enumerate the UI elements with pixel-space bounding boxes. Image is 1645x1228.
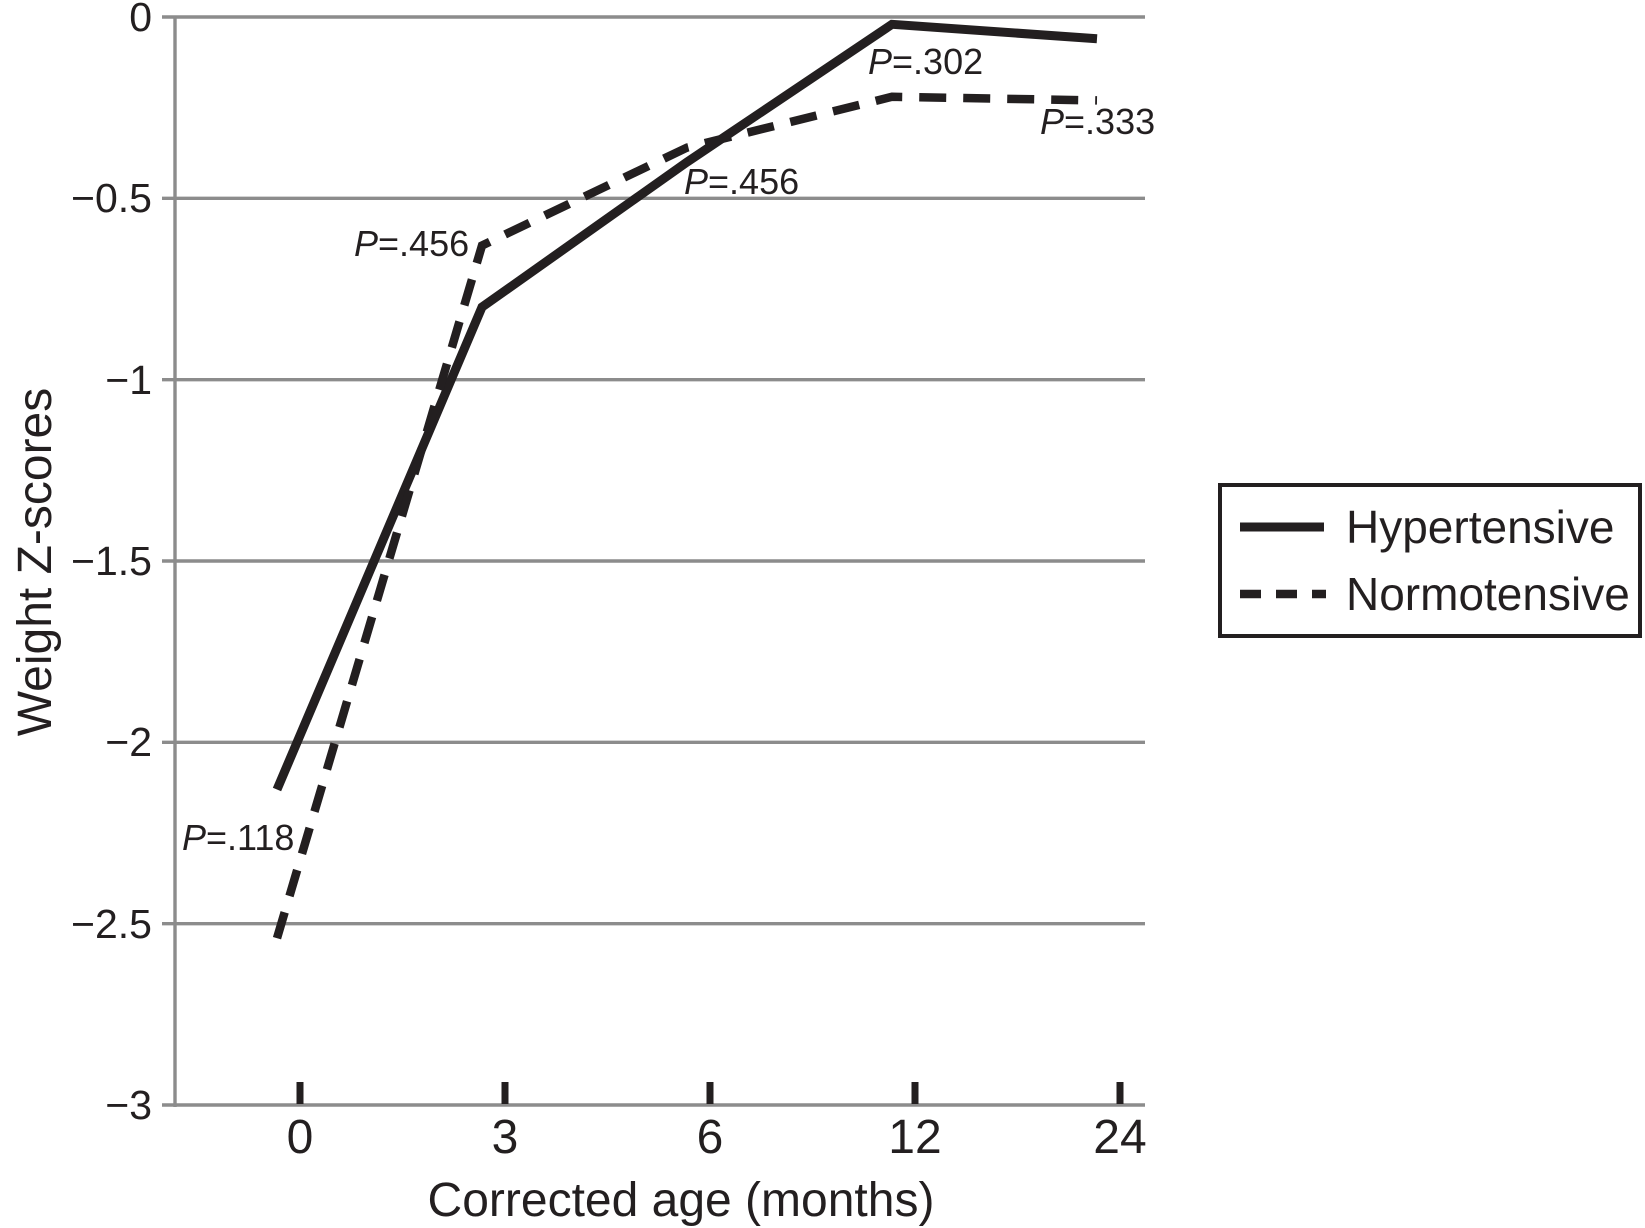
legend-item-normotensive: Normotensive: [1238, 561, 1638, 629]
legend: Hypertensive Normotensive: [1218, 483, 1642, 638]
y-tick-label: −1: [105, 356, 152, 403]
legend-label-normotensive: Normotensive: [1346, 568, 1630, 621]
x-tick-label: 12: [888, 1111, 942, 1164]
series-line-normotensive: [272, 92, 1098, 940]
p-value-annotation: P=.118: [182, 817, 295, 858]
series-line-hypertensive: [272, 19, 1098, 792]
solid-line-sample-icon: [1240, 522, 1324, 532]
y-tick-label: −1.5: [71, 538, 152, 584]
p-value-annotation: P=.302: [868, 41, 984, 82]
p-value-annotation: P=.456: [354, 223, 470, 264]
dashed-line-sample-icon: [1240, 590, 1326, 599]
y-tick-label: −2: [105, 719, 152, 766]
x-tick-label: 6: [696, 1111, 724, 1164]
y-tick-label: 0: [129, 0, 152, 40]
p-value-annotation: P=.333: [1040, 101, 1156, 142]
y-tick-label: −0.5: [71, 175, 152, 222]
x-tick-label: 24: [1093, 1111, 1147, 1164]
x-axis-title: Corrected age (months): [427, 1174, 935, 1227]
x-tick-label: 0: [286, 1111, 314, 1164]
legend-item-hypertensive: Hypertensive: [1238, 493, 1638, 561]
p-value-annotation: P=.456: [684, 161, 800, 202]
y-tick-label: −3: [105, 1082, 152, 1128]
legend-label-hypertensive: Hypertensive: [1346, 500, 1615, 553]
y-tick-label: −2.5: [71, 900, 152, 947]
x-tick-label: 3: [491, 1111, 519, 1164]
